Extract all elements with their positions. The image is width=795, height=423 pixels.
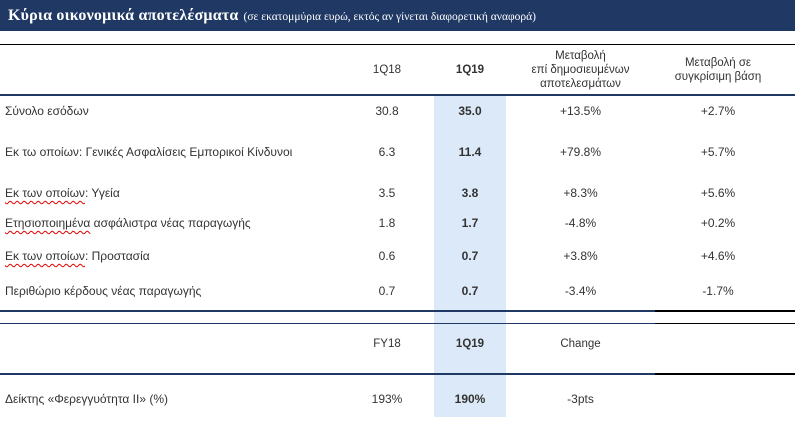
header-fy18: FY18 (373, 338, 401, 350)
highlighted-1q19-column (434, 96, 506, 417)
value-change-published: +79.8% (559, 145, 602, 159)
label-text: : Προστασία (84, 249, 150, 263)
value-1q18: 1.8 (378, 216, 396, 230)
row-label: Σύνολο εσόδων (0, 103, 340, 119)
row-label-text: Εκ των οποίων: Προστασία (5, 248, 150, 264)
page-title-subtitle: (σε εκατομμύρια ευρώ, εκτός αν γίνεται δ… (243, 10, 536, 23)
value-change-comparable: +2.7% (700, 104, 736, 118)
value-change-comparable: +0.2% (700, 216, 736, 230)
label-text: Σύνολο εσόδων (5, 104, 89, 118)
label-text: : Υγεία (84, 186, 120, 200)
value-1q18: 0.6 (378, 249, 396, 263)
value-1q19: 1.7 (461, 216, 479, 230)
table-row: Σύνολο εσόδων 30.8 35.0 +13.5% +2.7% (0, 96, 795, 138)
misspelled-text: Ετησιοποιημένα (5, 216, 91, 230)
table-row: Εκ των οποίων: Προστασία 0.6 0.7 +3.8% +4.6% (0, 245, 795, 280)
value-1q19: 11.4 (458, 145, 482, 159)
value-change-published: +3.8% (563, 249, 598, 263)
value-1q18: 0.7 (378, 284, 396, 298)
header-1q19: 1Q19 (455, 63, 485, 76)
label-text: Εκ τω οποίων: Γενικές Ασφαλίσεις Εμπορικ… (5, 145, 293, 159)
value-change-comparable: -1.7% (702, 284, 734, 298)
row-label-text: Εκ των οποίων: Υγεία (5, 185, 120, 201)
table2-body: Δείκτης «Φερεγγυότητα II» (%) 193% 190% -3p… (0, 375, 795, 417)
row-label: Εκ τω οποίων: Γενικές Ασφαλίσεις Εμπορικ… (0, 144, 340, 160)
row-label: Περιθώριο κέρδους νέας παραγωγής (0, 283, 340, 299)
results-table: 1Q18 1Q19 Μεταβολή επί δημοσιευμένων απο… (0, 44, 795, 417)
value-1q18: 30.8 (375, 104, 399, 118)
table-row: Εκ τω οποίων: Γενικές Ασφαλίσεις Εμπορικ… (0, 138, 795, 182)
title-bar: Κύρια οικονομικά αποτελέσματα (σε εκατομ… (0, 0, 795, 31)
value-change: -3pts (567, 391, 594, 406)
row-label-text: Σύνολο εσόδων (5, 103, 89, 119)
section-divider-line-bottom (0, 322, 795, 324)
value-1q18: 3.5 (378, 186, 396, 200)
divider-gap (0, 312, 795, 323)
value-change-published: +13.5% (559, 104, 602, 118)
row-label: Εκ των οποίων: Προστασία (0, 248, 340, 264)
row-label-text: Ετησιοποιημένα ασφάλιστρα νέας παραγωγής (5, 215, 251, 231)
table-row: Δείκτης «Φερεγγυότητα II» (%) 193% 190% -3p… (0, 375, 795, 417)
table-row: Εκ των οποίων: Υγεία 3.5 3.8 +8.3% +5.6% (0, 182, 795, 212)
row-label-text: Περιθώριο κέρδους νέας παραγωγής (5, 283, 201, 299)
value-change-comparable: +4.6% (700, 249, 736, 263)
row-label: Ετησιοποιημένα ασφάλιστρα νέας παραγωγής (0, 215, 340, 231)
value-change-comparable: +5.7% (700, 145, 736, 159)
table1-body: Σύνολο εσόδων 30.8 35.0 +13.5% +2.7% Εκ τω οπ… (0, 96, 795, 310)
value-change-published: -4.8% (564, 216, 597, 230)
value-1q19: 3.8 (461, 186, 479, 200)
value-1q18: 6.3 (378, 145, 396, 159)
row-label: Εκ των οποίων: Υγεία (0, 185, 340, 201)
label-text: ασφάλιστρα νέας παραγωγής (90, 216, 251, 230)
value-1q19: 0.7 (461, 284, 479, 298)
table2-header-underline (0, 373, 795, 375)
value-change-published: +8.3% (563, 186, 598, 200)
row-label-text: Δείκτης «Φερεγγυότητα II» (%) (5, 391, 168, 407)
value-1q19: 190% (454, 391, 486, 406)
value-change-published: -3.4% (564, 284, 597, 298)
header-change-published: Μεταβολή επί δημοσιευμένων αποτελεσμάτων (531, 49, 630, 90)
label-text: Δείκτης «Φερεγγυότητα II» (%) (5, 391, 168, 406)
row-label: Δείκτης «Φερεγγυότητα II» (%) (0, 391, 340, 407)
table1-header-row: 1Q18 1Q19 Μεταβολή επί δημοσιευμένων απο… (0, 44, 795, 96)
value-1q19: 0.7 (461, 249, 479, 263)
value-fy18: 193% (371, 391, 403, 406)
table-row: Ετησιοποιημένα ασφάλιστρα νέας παραγωγής… (0, 212, 795, 245)
header-1q18: 1Q18 (372, 63, 402, 76)
header-change: Change (560, 338, 601, 350)
value-change-comparable: +5.6% (700, 186, 736, 200)
header-change-comparable: Μεταβολή σε συγκρίσιμη βάση (674, 56, 762, 83)
table2-header-row: FY18 1Q19 Change (0, 324, 795, 373)
header-1q19: 1Q19 (455, 338, 485, 350)
label-text: Περιθώριο κέρδους νέας παραγωγής (5, 284, 202, 298)
misspelled-text: Εκ των οποίων (5, 249, 85, 263)
table-row: Περιθώριο κέρδους νέας παραγωγής 0.7 0.7 -3… (0, 280, 795, 310)
misspelled-text: Εκ των οποίων (5, 186, 85, 200)
row-label-text: Εκ τω οποίων: Γενικές Ασφαλίσεις Εμπορικ… (5, 144, 292, 160)
value-1q19: 35.0 (458, 104, 482, 118)
page-title: Κύρια οικονομικά αποτελέσματα (8, 6, 239, 24)
section-divider-line-top (0, 310, 795, 312)
